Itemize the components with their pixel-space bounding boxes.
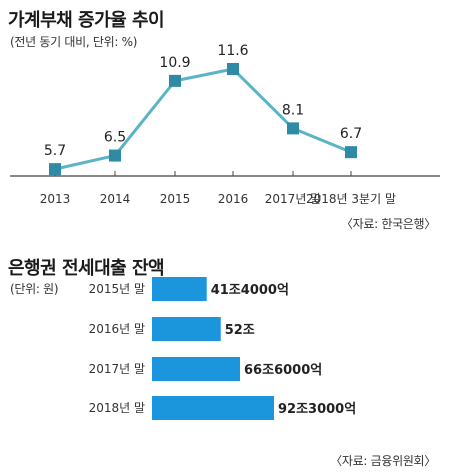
line-chart-subtitle: (전년 동기 대비, 단위: %) [10, 35, 138, 49]
bar-value-label: 92조3000억 [278, 402, 356, 417]
x-tick-label: 2015 [160, 192, 191, 206]
x-tick-label: 2014 [100, 192, 131, 206]
bar-chart-title: 은행권 전세대출 잔액 [8, 258, 165, 279]
data-label: 8.1 [282, 102, 304, 118]
bar-category-label: 2015년 말 [89, 282, 145, 296]
bar [152, 357, 241, 381]
data-label: 5.7 [44, 143, 66, 159]
bar-chart: 2015년 말 41조4000억 2016년 말 52조 2017년 말 66조6000억… [89, 277, 356, 420]
data-label: 6.5 [104, 130, 126, 146]
bar-value-label: 41조4000억 [211, 283, 289, 298]
bar-category-label: 2016년 말 [89, 322, 145, 336]
bar-category-label: 2018년 말 [89, 401, 145, 415]
x-tick-label: 2016 [218, 192, 249, 206]
bar-value-label: 66조6000억 [244, 363, 322, 378]
data-label: 6.7 [340, 126, 362, 142]
data-point [345, 146, 357, 159]
data-point [169, 74, 181, 87]
line-chart-source: 〈자료: 한국은행〉 [340, 217, 436, 231]
bar [152, 277, 207, 301]
data-point [287, 122, 299, 135]
bar-chart-subtitle: (단위: 원) [10, 282, 59, 296]
data-label: 10.9 [159, 55, 190, 71]
bar [152, 317, 221, 341]
bar-category-label: 2017년 말 [89, 362, 145, 376]
series-line [54, 67, 352, 171]
bar-value-label: 52조 [225, 323, 255, 338]
line-chart-title: 가계부채 증가율 추이 [8, 10, 165, 31]
data-label: 11.6 [217, 43, 248, 59]
bar [152, 396, 274, 420]
x-tick-label: 2018년 3분기 말 [306, 192, 396, 206]
x-tick-label: 2017년 말 [265, 192, 321, 206]
x-tick-label: 2013 [40, 192, 71, 206]
data-point [109, 149, 121, 162]
data-point [49, 163, 61, 176]
bar-chart-source: 〈자료: 금융위원회〉 [330, 454, 436, 468]
data-point [227, 62, 239, 75]
